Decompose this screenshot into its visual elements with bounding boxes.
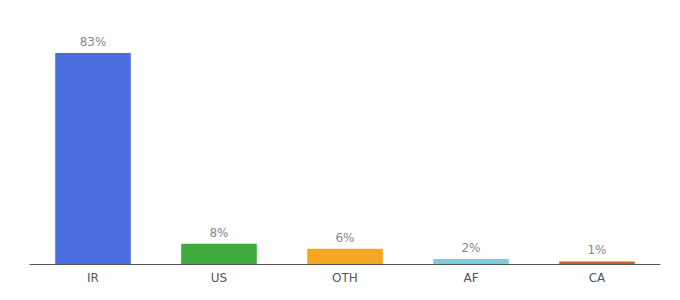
svg-text:AF: AF bbox=[463, 271, 478, 285]
svg-text:8%: 8% bbox=[209, 226, 228, 240]
svg-text:US: US bbox=[211, 271, 227, 285]
svg-text:CA: CA bbox=[589, 271, 606, 285]
svg-text:1%: 1% bbox=[587, 243, 606, 257]
svg-text:83%: 83% bbox=[80, 35, 107, 49]
svg-text:2%: 2% bbox=[461, 241, 480, 255]
svg-text:OTH: OTH bbox=[332, 271, 358, 285]
svg-text:IR: IR bbox=[87, 271, 99, 285]
svg-text:6%: 6% bbox=[335, 231, 354, 245]
